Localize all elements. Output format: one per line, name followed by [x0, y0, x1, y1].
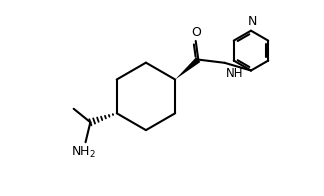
Text: O: O: [191, 26, 201, 39]
Text: NH: NH: [226, 67, 243, 80]
Polygon shape: [175, 57, 200, 80]
Text: N: N: [248, 15, 257, 28]
Text: NH$_2$: NH$_2$: [72, 145, 97, 160]
